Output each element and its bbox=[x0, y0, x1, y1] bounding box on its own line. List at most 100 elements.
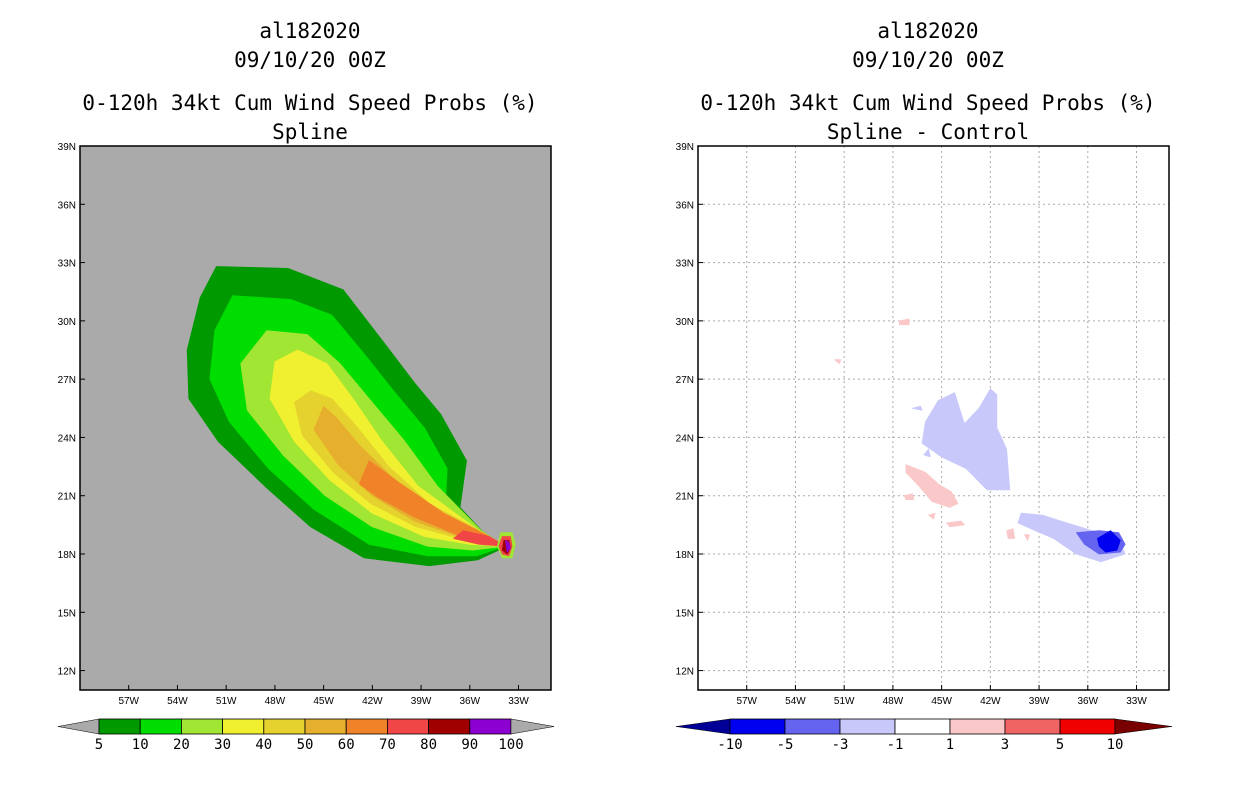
left-colorbar-segment-7 bbox=[386, 718, 429, 735]
right-contour--2-0 bbox=[921, 388, 1011, 491]
right-chart-subtitle: Spline - Control bbox=[826, 120, 1030, 144]
left-colorbar-segment-4 bbox=[263, 718, 306, 735]
right-ytick-label-36N: 36N bbox=[676, 200, 694, 211]
right-contour-2-12 bbox=[899, 318, 910, 326]
right-colorbar-segment-6 bbox=[1059, 718, 1116, 735]
left-colorbar-segment-5 bbox=[304, 718, 347, 735]
left-colorbar-label-7: 70 bbox=[379, 737, 396, 753]
left-colorbar-label-2: 20 bbox=[173, 737, 190, 753]
left-colorbar-label-6: 60 bbox=[338, 737, 355, 753]
right-xtick-label-39W: 39W bbox=[1029, 696, 1050, 707]
left-xtick-label-54W: 54W bbox=[167, 696, 188, 707]
left-colorbar-segment-8 bbox=[428, 718, 471, 735]
right-contour-2-13 bbox=[834, 359, 842, 365]
left-xtick-label-42W: 42W bbox=[362, 696, 383, 707]
left-colorbar-label-5: 50 bbox=[297, 737, 314, 753]
left-colorbar-label-0: 5 bbox=[95, 737, 103, 753]
right-contour-2-10 bbox=[1006, 528, 1016, 539]
right-colorbar-label-6: 5 bbox=[1056, 737, 1064, 753]
right-xtick-label-48W: 48W bbox=[883, 696, 904, 707]
right-colorbar-label-4: 1 bbox=[946, 737, 954, 753]
left-colorbar-segment-9 bbox=[469, 718, 512, 735]
left-ytick-label-15N: 15N bbox=[58, 608, 76, 619]
right-xtick-label-51W: 51W bbox=[834, 696, 855, 707]
right-ytick-label-15N: 15N bbox=[676, 608, 694, 619]
left-colorbar-label-1: 10 bbox=[132, 737, 149, 753]
right-plot-frame bbox=[697, 145, 1170, 691]
right-chart: 57W 54W 51W 48W 45W 42W 39W 36W 33W 12N 15N 18N 21N 2… bbox=[675, 142, 1173, 753]
right-colorbar-right-arrow bbox=[1114, 718, 1173, 735]
left-chart-title: 0-120h 34kt Cum Wind Speed Probs (%) bbox=[82, 91, 538, 115]
left-plot-frame bbox=[79, 145, 552, 691]
right-ytick-label-27N: 27N bbox=[676, 375, 694, 386]
left-ytick-label-12N: 12N bbox=[58, 667, 76, 678]
left-colorbar-right-arrow bbox=[510, 718, 555, 735]
right-colorbar-label-1: -5 bbox=[777, 737, 794, 753]
left-ytick-label-36N: 36N bbox=[58, 200, 76, 211]
left-colorbar-segment-3 bbox=[222, 718, 265, 735]
left-xtick-label-39W: 39W bbox=[411, 696, 432, 707]
right-ytick-label-30N: 30N bbox=[676, 317, 694, 328]
right-xtick-label-54W: 54W bbox=[785, 696, 806, 707]
left-ytick-label-33N: 33N bbox=[58, 259, 76, 270]
left-colorbar-label-10: 100 bbox=[498, 737, 523, 753]
right-colorbar: -10 -5 -3 -1 1 3 5 10 bbox=[675, 718, 1173, 753]
right-contour-2-8 bbox=[928, 512, 936, 520]
left-contour-70-7 bbox=[453, 530, 506, 547]
right-colorbar-left-arrow bbox=[675, 718, 731, 735]
right-ytick-label-24N: 24N bbox=[676, 433, 694, 444]
left-xtick-label-57W: 57W bbox=[118, 696, 139, 707]
right-contour-2-6 bbox=[905, 464, 959, 508]
right-colorbar-segment-1 bbox=[784, 718, 841, 735]
right-ytick-label-12N: 12N bbox=[676, 667, 694, 678]
right-colorbar-label-3: -1 bbox=[887, 737, 904, 753]
right-contour-2-9 bbox=[946, 520, 965, 528]
left-ytick-label-27N: 27N bbox=[58, 375, 76, 386]
left-chart-subtitle: Spline bbox=[272, 120, 348, 144]
left-xtick-label-33W: 33W bbox=[508, 696, 529, 707]
right-plot-area bbox=[698, 146, 1169, 690]
right-contour-2-7 bbox=[903, 493, 915, 501]
right-xtick-label-57W: 57W bbox=[736, 696, 757, 707]
left-ytick-label-21N: 21N bbox=[58, 492, 76, 503]
left-colorbar-segment-6 bbox=[345, 718, 388, 735]
right-xtick-label-45W: 45W bbox=[931, 696, 952, 707]
right-ytick-label-21N: 21N bbox=[676, 492, 694, 503]
right-contour-2-11 bbox=[1024, 534, 1030, 541]
left-contour-95-11 bbox=[505, 540, 511, 553]
left-ytick-label-30N: 30N bbox=[58, 317, 76, 328]
left-storm-id: al182020 bbox=[259, 19, 361, 43]
left-chart: 57W 54W 51W 48W 45W 42W 39W 36W 33W 12N 15N 18N 21N 2… bbox=[57, 142, 555, 753]
left-plot-area bbox=[186, 266, 516, 567]
left-ytick-label-39N: 39N bbox=[58, 142, 76, 153]
right-xtick-label-33W: 33W bbox=[1126, 696, 1147, 707]
right-colorbar-segment-0 bbox=[729, 718, 786, 735]
left-colorbar-segment-1 bbox=[139, 718, 182, 735]
left-xtick-label-51W: 51W bbox=[216, 696, 237, 707]
right-colorbar-segment-2 bbox=[839, 718, 896, 735]
right-colorbar-label-7: 10 bbox=[1107, 737, 1124, 753]
left-xtick-label-48W: 48W bbox=[265, 696, 286, 707]
right-ytick-label-33N: 33N bbox=[676, 259, 694, 270]
left-xtick-label-36W: 36W bbox=[460, 696, 481, 707]
right-contour--2-2 bbox=[923, 448, 931, 458]
left-colorbar-label-4: 40 bbox=[255, 737, 272, 753]
right-xtick-label-36W: 36W bbox=[1078, 696, 1099, 707]
left-date: 09/10/20 00Z bbox=[234, 48, 386, 72]
right-date: 09/10/20 00Z bbox=[852, 48, 1004, 72]
right-contour--6-5 bbox=[1097, 530, 1121, 553]
right-chart-title: 0-120h 34kt Cum Wind Speed Probs (%) bbox=[700, 91, 1156, 115]
right-storm-id: al182020 bbox=[877, 19, 979, 43]
right-colorbar-segment-5 bbox=[1004, 718, 1061, 735]
left-colorbar-label-3: 30 bbox=[214, 737, 231, 753]
left-colorbar: 5 10 20 30 40 50 60 70 80 90 100 bbox=[57, 718, 555, 753]
left-colorbar-segment-0 bbox=[98, 718, 141, 735]
right-colorbar-label-2: -3 bbox=[832, 737, 849, 753]
right-ytick-label-18N: 18N bbox=[676, 550, 694, 561]
left-colorbar-label-9: 90 bbox=[461, 737, 478, 753]
right-ytick-label-39N: 39N bbox=[676, 142, 694, 153]
right-colorbar-label-5: 3 bbox=[1001, 737, 1009, 753]
left-colorbar-segment-2 bbox=[180, 718, 223, 735]
right-colorbar-label-0: -10 bbox=[717, 737, 742, 753]
